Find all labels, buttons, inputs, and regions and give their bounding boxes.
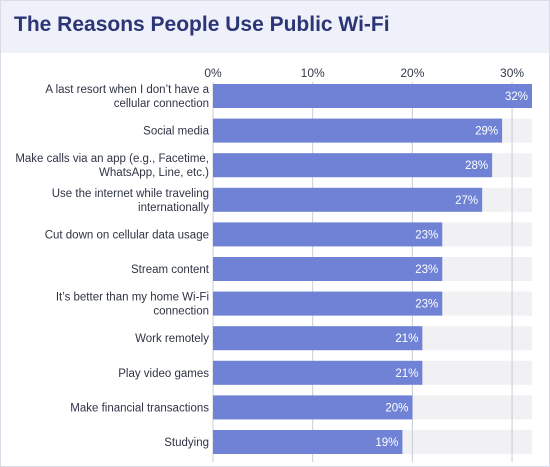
category-label-line: WhatsApp, Line, etc.) — [99, 167, 209, 179]
data-label: 27% — [455, 195, 478, 207]
data-label: 21% — [395, 333, 418, 345]
bar — [213, 291, 443, 316]
bar — [213, 118, 503, 143]
category-label-line: Work remotely — [135, 333, 209, 345]
chart-header: The Reasons People Use Public Wi-Fi — [1, 1, 549, 53]
category-label-line: Make financial transactions — [70, 402, 209, 414]
category-label-line: Use the internet while traveling — [52, 188, 209, 200]
bar — [213, 430, 403, 454]
x-tick-label: 0% — [204, 66, 222, 80]
category-label: Stream content — [131, 264, 210, 276]
x-tick-label: 20% — [400, 66, 424, 80]
x-tick-label: 10% — [301, 66, 325, 80]
chart-title: The Reasons People Use Public Wi-Fi — [14, 13, 390, 36]
bar — [213, 257, 443, 281]
category-label: Cut down on cellular data usage — [45, 229, 209, 241]
category-label: Play video games — [118, 368, 209, 380]
category-label: Make calls via an app (e.g., Facetime, Wh… — [15, 153, 209, 179]
bar — [213, 187, 483, 212]
bar — [213, 326, 423, 351]
data-label: 28% — [465, 160, 488, 172]
bar — [213, 222, 443, 247]
data-label: 23% — [415, 229, 438, 241]
category-label-line: Studying — [164, 437, 209, 449]
bar — [213, 153, 493, 178]
category-label-line: Make calls via an app (e.g., Facetime, — [15, 153, 209, 165]
data-label: 23% — [415, 264, 438, 276]
x-tick-label: 30% — [500, 66, 524, 80]
category-label-line: connection — [153, 306, 209, 318]
category-label-line: Social media — [143, 126, 209, 138]
category-label-line: It’s better than my home Wi-Fi — [56, 292, 209, 304]
category-label: Social media — [143, 126, 209, 138]
data-label: 29% — [475, 126, 498, 138]
category-label: It’s better than my home Wi-Fi connection — [56, 292, 209, 318]
bar — [213, 395, 413, 420]
data-label: 19% — [375, 437, 398, 449]
data-label: 23% — [415, 299, 438, 311]
category-label: A last resort when I don’t have a cellula… — [45, 84, 209, 110]
data-label: 21% — [395, 368, 418, 380]
bar — [213, 360, 423, 385]
bar — [213, 84, 532, 108]
category-label: Studying — [164, 437, 209, 449]
category-label-line: A last resort when I don’t have a — [45, 84, 209, 96]
category-label-line: Play video games — [118, 368, 209, 380]
category-label-line: Cut down on cellular data usage — [45, 229, 209, 241]
category-label: Use the internet while traveling internat… — [52, 188, 209, 214]
category-label: Make financial transactions — [70, 402, 209, 414]
category-label: Work remotely — [135, 333, 209, 345]
data-label: 32% — [505, 91, 528, 103]
data-label: 20% — [385, 402, 408, 414]
category-label-line: cellular connection — [114, 98, 209, 110]
category-label-line: internationally — [138, 202, 209, 214]
category-label-line: Stream content — [131, 264, 210, 276]
